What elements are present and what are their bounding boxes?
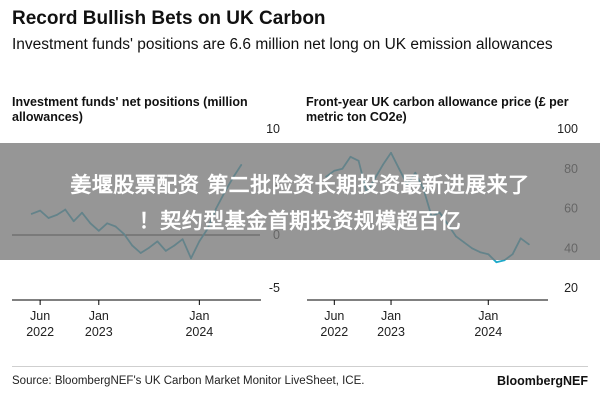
x-tick-label-month: Jan <box>478 309 498 323</box>
x-tick-label-year: 2022 <box>320 325 348 339</box>
x-tick-label-year: 2024 <box>185 325 213 339</box>
right-panel-title: Front-year UK carbon allowance price (£ … <box>306 95 569 124</box>
x-tick-label-month: Jan <box>89 309 109 323</box>
x-tick-label-month: Jan <box>381 309 401 323</box>
overlay-banner <box>0 143 600 260</box>
y-tick-label: 100 <box>557 122 578 136</box>
y-tick-label: -5 <box>269 281 280 295</box>
banner-line-1: 姜堰股票配资 第二批险资长期投资最新进展来了 <box>70 173 530 197</box>
x-tick-label-year: 2023 <box>377 325 405 339</box>
left-panel-title: Investment funds' net positions (million… <box>12 95 248 124</box>
banner-line-2: ！契约型基金首期投资规模超百亿 <box>138 209 462 233</box>
brand-logo: BloombergNEF <box>497 374 588 388</box>
chart-title: Record Bullish Bets on UK Carbon <box>12 8 326 29</box>
chart-subtitle: Investment funds' positions are 6.6 mill… <box>12 36 553 53</box>
x-tick-label-month: Jan <box>189 309 209 323</box>
footer-divider <box>12 366 588 367</box>
source-note: Source: BloombergNEF's UK Carbon Market … <box>12 375 365 387</box>
y-tick-label: 20 <box>564 281 578 295</box>
y-tick-label: 10 <box>266 122 280 136</box>
banner-text: 姜堰股票配资 第二批险资长期投资最新进展来了 ！契约型基金首期投资规模超百亿 <box>0 167 600 239</box>
data-point <box>495 261 498 264</box>
x-tick-label-year: 2024 <box>474 325 502 339</box>
x-tick-label-year: 2022 <box>26 325 54 339</box>
x-tick-label-month: Jun <box>324 309 344 323</box>
x-tick-label-year: 2023 <box>85 325 113 339</box>
x-tick-label-month: Jun <box>30 309 50 323</box>
